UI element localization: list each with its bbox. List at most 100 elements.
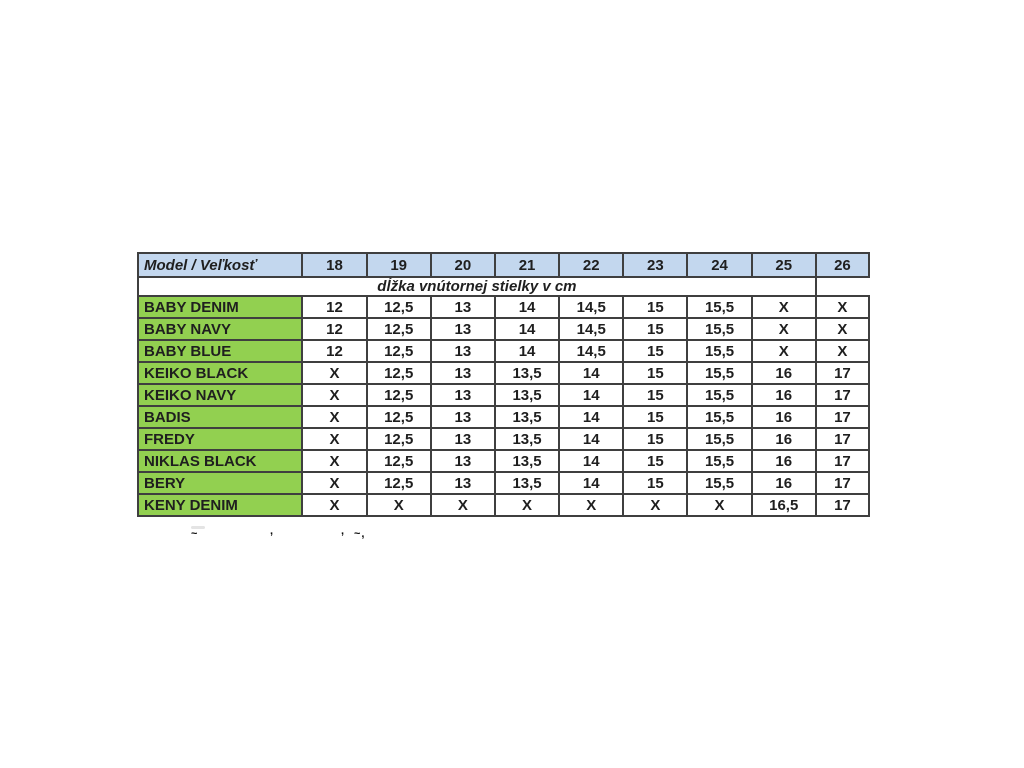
size-value-cell: 15 [622,427,689,451]
table-row: NIKLAS BLACK X 12,5 13 13,5 14 15 15,5 16 17 [136,449,871,473]
size-header-cell: 26 [814,252,871,278]
size-value-cell: 13 [429,317,496,341]
size-value-cell: 13,5 [493,449,561,473]
model-name-cell: BABY NAVY [136,317,304,341]
size-value-cell: 12 [301,295,368,319]
size-value-cell: 13 [429,471,496,495]
size-value-cell: 12,5 [365,295,432,319]
size-value-cell: 15,5 [686,427,753,451]
model-name-cell: KEIKO NAVY [136,383,304,407]
table-row: KEIKO BLACK X 12,5 13 13,5 14 15 15,5 16 17 [136,361,871,385]
size-value-cell: 15 [622,295,689,319]
size-value-cell: 15,5 [686,339,753,363]
size-value-cell: 17 [814,493,871,517]
size-value-cell: 15,5 [686,361,753,385]
size-value-cell: X [750,339,817,363]
model-name-cell: NIKLAS BLACK [136,449,304,473]
corner-header-cell: Model / Veľkosť [136,252,304,278]
size-value-cell: 15 [622,471,689,495]
size-value-cell: 13,5 [493,405,561,429]
model-name-cell: FREDY [136,427,304,451]
size-value-cell: X [622,493,689,517]
size-value-cell: 13,5 [493,427,561,451]
size-value-cell: X [301,493,368,517]
model-name-cell: BABY BLUE [136,339,304,363]
size-value-cell: X [493,493,561,517]
size-value-cell: X [429,493,496,517]
size-value-cell: 12,5 [365,383,432,407]
size-header-cell: 23 [622,252,689,278]
size-value-cell: 12,5 [365,427,432,451]
size-value-cell: 14 [493,295,561,319]
size-value-cell: 15,5 [686,449,753,473]
size-value-cell: 12,5 [365,405,432,429]
size-value-cell: 17 [814,383,871,407]
size-value-cell: 12,5 [365,317,432,341]
size-value-cell: 14,5 [558,295,625,319]
subheader-empty-cell [814,276,869,297]
size-value-cell: 15,5 [686,471,753,495]
size-value-cell: 14 [558,405,625,429]
size-value-cell: X [301,361,368,385]
size-value-cell: 16,5 [750,493,817,517]
size-value-cell: 12 [301,317,368,341]
size-value-cell: X [750,295,817,319]
model-name-cell: KEIKO BLACK [136,361,304,385]
size-value-cell: 13 [429,427,496,451]
size-value-cell: 14 [558,361,625,385]
size-value-cell: 15,5 [686,383,753,407]
subheader-cell: dĺžka vnútornej stielky v cm [137,276,817,297]
size-value-cell: 13 [429,295,496,319]
faded-smudge [191,526,205,529]
size-value-cell: 14 [558,427,625,451]
header-row: Model / Veľkosť 18 19 20 21 22 23 24 25 26 [136,252,871,278]
table-row: KENY DENIM X X X X X X X 16,5 17 [136,493,871,517]
table-body: BABY DENIM 12 12,5 13 14 14,5 15 15,5 X X BABY NAV… [136,295,871,517]
size-value-cell: 14 [558,471,625,495]
size-value-cell: 14 [558,449,625,473]
size-header-cell: 21 [493,252,561,278]
size-value-cell: X [301,405,368,429]
size-value-cell: X [301,449,368,473]
model-name-cell: BADIS [136,405,304,429]
size-value-cell: X [814,339,871,363]
size-value-cell: 16 [750,405,817,429]
size-value-cell: 13 [429,383,496,407]
size-value-cell: 14 [493,317,561,341]
model-name-cell: KENY DENIM [136,493,304,517]
size-value-cell: 12,5 [365,449,432,473]
size-header-cell: 18 [301,252,368,278]
model-name-cell: BERY [136,471,304,495]
size-header-cell: 19 [365,252,432,278]
size-value-cell: 14,5 [558,339,625,363]
size-value-cell: 16 [750,383,817,407]
table-row: BADIS X 12,5 13 13,5 14 15 15,5 16 17 [136,405,871,429]
size-value-cell: 15 [622,383,689,407]
subheader-row: dĺžka vnútornej stielky v cm [137,276,869,297]
size-value-cell: 14 [558,383,625,407]
size-value-cell: 13 [429,449,496,473]
size-value-cell: 14 [493,339,561,363]
size-value-cell: X [686,493,753,517]
size-value-cell: 15 [622,361,689,385]
size-value-cell: 16 [750,427,817,451]
size-value-cell: X [814,317,871,341]
size-value-cell: 15,5 [686,295,753,319]
size-value-cell: 15,5 [686,317,753,341]
size-value-cell: 15 [622,405,689,429]
size-value-cell: 16 [750,449,817,473]
size-value-cell: 12,5 [365,361,432,385]
size-value-cell: 15 [622,317,689,341]
table-row: BABY NAVY 12 12,5 13 14 14,5 15 15,5 X X [136,317,871,341]
size-value-cell: X [750,317,817,341]
size-value-cell: 12 [301,339,368,363]
size-value-cell: 14,5 [558,317,625,341]
text-fragment: , [341,525,345,537]
size-value-cell: X [365,493,432,517]
table-row: KEIKO NAVY X 12,5 13 13,5 14 15 15,5 16 17 [136,383,871,407]
size-value-cell: X [814,295,871,319]
size-value-cell: 13 [429,339,496,363]
size-header-cell: 22 [558,252,625,278]
size-value-cell: 16 [750,361,817,385]
size-value-cell: 13 [429,405,496,429]
